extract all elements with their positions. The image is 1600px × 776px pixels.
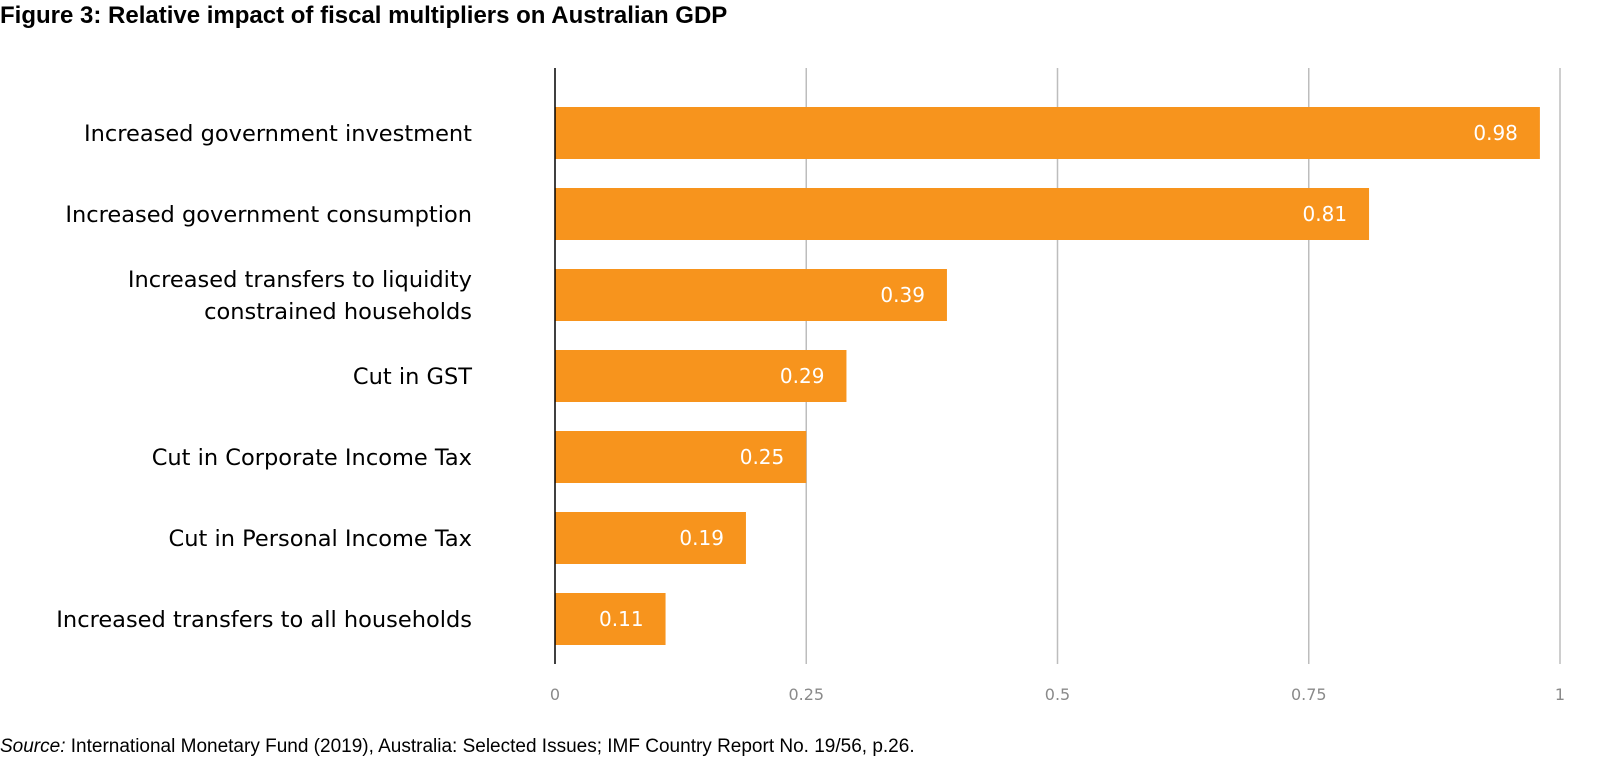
bar — [555, 431, 807, 483]
value-label: 0.25 — [740, 445, 785, 469]
category-label: Increased government consumption — [65, 202, 472, 228]
x-tick-label: 0.5 — [1045, 685, 1070, 704]
value-label: 0.81 — [1303, 202, 1348, 226]
value-labels: 0.98 0.81 0.39 0.29 0.25 0.19 0.11 — [599, 121, 1518, 631]
x-tick-label: 1 — [1555, 685, 1565, 704]
x-tick-label: 0.25 — [788, 685, 824, 704]
category-label: Cut in GST — [353, 364, 472, 390]
source-text: International Monetary Fund (2019), Aust… — [65, 736, 915, 757]
category-label: Cut in Personal Income Tax — [169, 526, 472, 552]
bar — [555, 269, 947, 321]
bar — [555, 512, 746, 564]
bar — [555, 188, 1370, 240]
bar — [555, 107, 1540, 159]
source-prefix: Source: — [0, 736, 66, 757]
bar-chart: Increased government investment Increased… — [56, 68, 1565, 704]
value-label: 0.29 — [780, 364, 825, 388]
value-label: 0.98 — [1473, 121, 1518, 145]
bar — [555, 593, 666, 645]
category-label: Increased transfers to all households — [56, 607, 472, 633]
chart-title: Figure 3: Relative impact of fiscal mult… — [0, 2, 728, 29]
grid-lines — [805, 68, 1561, 664]
category-label: Increased government investment — [84, 121, 472, 147]
x-tick-label: 0.75 — [1291, 685, 1327, 704]
category-labels: Increased government investment Increased… — [56, 121, 472, 633]
x-tick-label: 0 — [550, 685, 560, 704]
category-label: Cut in Corporate Income Tax — [152, 445, 472, 471]
bar — [555, 350, 847, 402]
category-label: constrained households — [204, 299, 472, 325]
source-note: Source: International Monetary Fund (201… — [0, 736, 915, 758]
value-label: 0.11 — [599, 607, 644, 631]
category-label: Increased transfers to liquidity — [128, 267, 472, 293]
x-tick-labels: 0 0.25 0.5 0.75 1 — [550, 685, 1565, 704]
value-label: 0.19 — [679, 526, 724, 550]
value-label: 0.39 — [880, 283, 925, 307]
bars — [555, 107, 1540, 645]
